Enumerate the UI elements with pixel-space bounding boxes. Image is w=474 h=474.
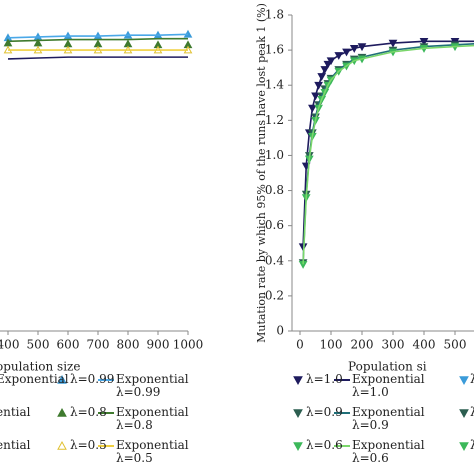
- y-tick-label: 0.4: [265, 253, 284, 267]
- y-tick-label: 1.6: [265, 43, 284, 57]
- legend-marker: [293, 376, 303, 386]
- legend-marker: [57, 440, 67, 450]
- series-line: [302, 44, 474, 265]
- y-tick-label: 1.2: [265, 113, 284, 127]
- legend-marker: [57, 374, 67, 384]
- x-axis-label: Population si: [348, 360, 427, 374]
- legend-fragment: λ=: [470, 405, 474, 419]
- x-tick-label: 400: [0, 338, 19, 352]
- series-line: [7, 56, 188, 60]
- legend-marker: [57, 407, 67, 417]
- legend-label: Exponential λ=0.99: [116, 372, 189, 399]
- y-axis-label: Mutation rate by which 95% of the runs h…: [255, 3, 268, 343]
- series-line: [302, 40, 474, 247]
- data-marker: [153, 40, 163, 49]
- data-marker: [183, 40, 193, 49]
- x-tick-label: 1000: [173, 338, 204, 352]
- x-tick-label: 500: [27, 338, 50, 352]
- y-tick-label: 1.4: [265, 78, 284, 92]
- legend-label: λ=0.6: [306, 438, 343, 452]
- legend-label: λ=0.5: [70, 438, 107, 452]
- x-tick-label: 600: [57, 338, 80, 352]
- x-tick-label: 400: [413, 338, 436, 352]
- x-tick-label: 700: [87, 338, 110, 352]
- series-line: [7, 33, 189, 39]
- legend-marker: [459, 376, 469, 386]
- legend-label: λ=1.0: [306, 372, 343, 386]
- x-tick-label: 900: [147, 338, 170, 352]
- legend-fragment: λ=: [470, 372, 474, 386]
- x-tick-label: 300: [382, 338, 405, 352]
- x-tick-label: 100: [320, 338, 343, 352]
- legend-fragment: λ=: [470, 438, 474, 452]
- legend-label: λ=0.9: [306, 405, 343, 419]
- legend-label: λ=0.99: [70, 372, 115, 386]
- x-tick-label: 500: [444, 338, 467, 352]
- y-tick-label: 0.2: [265, 288, 284, 302]
- y-tick-label: 0.6: [265, 218, 284, 232]
- legend-marker: [293, 442, 303, 452]
- legend-fragment: Exponential: [0, 372, 69, 386]
- x-tick-label: 200: [351, 338, 374, 352]
- legend-label: λ=0.8: [70, 405, 107, 419]
- legend-fragment: ential: [0, 405, 31, 419]
- legend-label: Exponential λ=1.0: [352, 372, 425, 399]
- legend-fragment: ential: [0, 438, 31, 452]
- y-tick-label: 0: [276, 324, 284, 338]
- legend-marker: [293, 409, 303, 419]
- x-tick-label: 800: [117, 338, 140, 352]
- legend-marker: [459, 409, 469, 419]
- x-tick-label: 0: [296, 338, 304, 352]
- legend-label: Exponential λ=0.5: [116, 438, 189, 465]
- legend-label: Exponential λ=0.9: [352, 405, 425, 432]
- legend-label: Exponential λ=0.6: [352, 438, 425, 465]
- series-line: [7, 37, 188, 43]
- legend-marker: [459, 442, 469, 452]
- y-tick-label: 1.0: [265, 148, 284, 162]
- y-tick-label: 1.8: [265, 8, 284, 22]
- legend-label: Exponential λ=0.8: [116, 405, 189, 432]
- y-tick-label: 0.8: [265, 183, 284, 197]
- x-axis-label: opulation size: [0, 360, 80, 374]
